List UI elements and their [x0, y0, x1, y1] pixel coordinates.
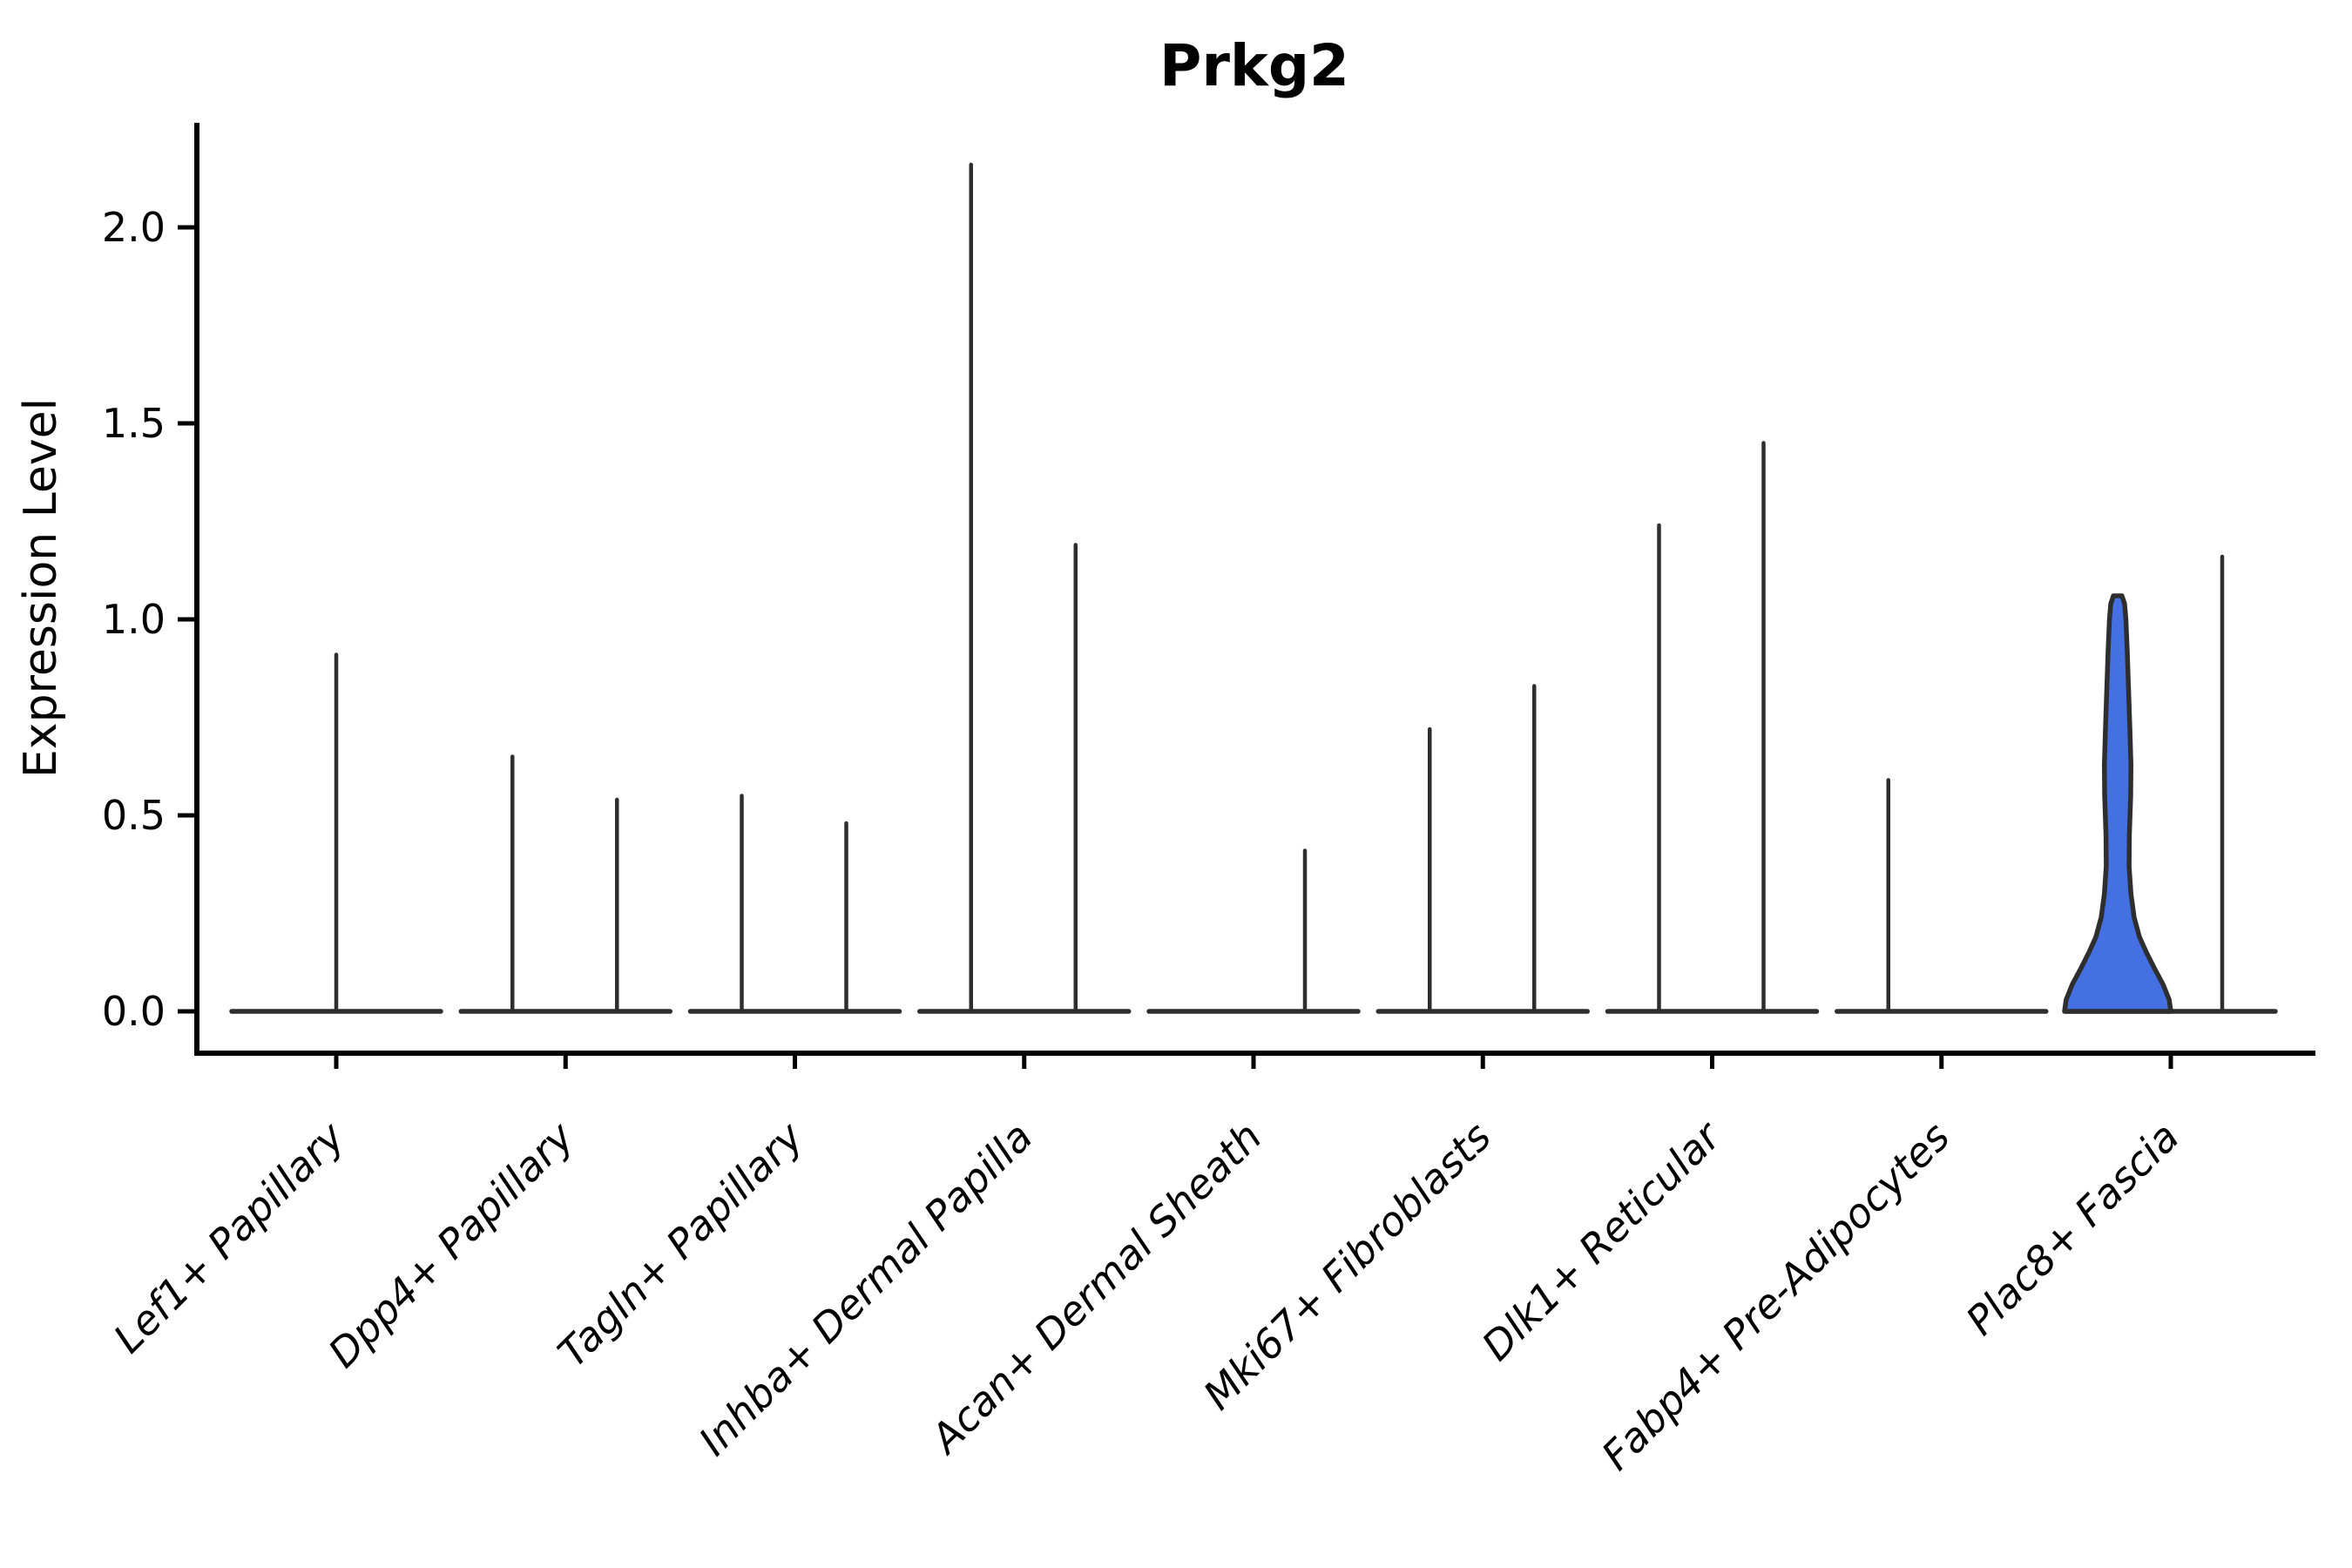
y-tick-label: 1.0 — [102, 596, 166, 643]
x-tick-label: Lef1+ Papillary — [105, 1112, 354, 1362]
chart-title: Prkg2 — [1159, 32, 1349, 99]
x-tick-label: Plac8+ Fascia — [1957, 1113, 2187, 1344]
y-tick-label: 1.5 — [102, 400, 166, 447]
x-tick-label: Dpp4+ Papillary — [319, 1112, 583, 1376]
x-tick-label: Dlk1+ Reticular — [1473, 1111, 1732, 1369]
x-tick-label: Tagln+ Papillary — [549, 1112, 813, 1376]
y-axis-title: Expression Level — [15, 398, 67, 778]
y-tick-label: 0.0 — [102, 988, 166, 1035]
violin-body-highlight — [2062, 593, 2173, 1014]
y-tick-label: 2.0 — [102, 204, 166, 251]
y-tick-label: 0.5 — [102, 792, 166, 839]
